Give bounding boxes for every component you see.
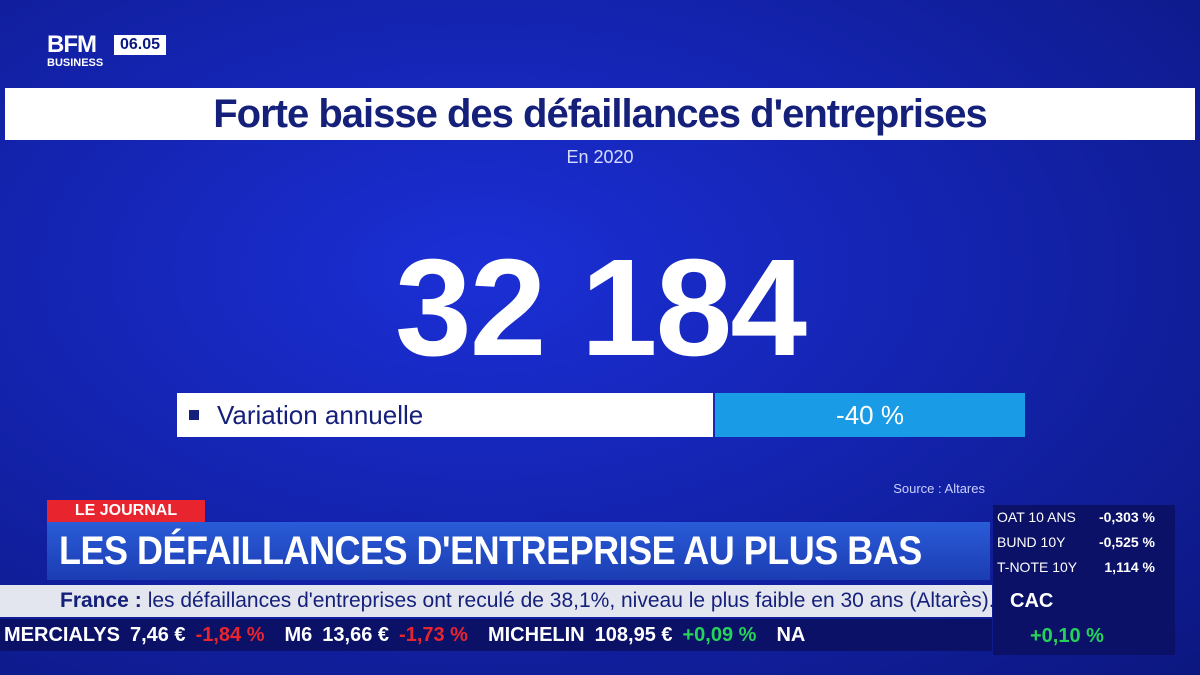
variation-value: -40 % (836, 399, 904, 430)
stock-name: NA (776, 623, 806, 646)
stock-name: M6 (284, 623, 313, 646)
stock: M6 13,66 € -1,73 % (285, 624, 468, 647)
rate-name: BUND 10Y (997, 534, 1066, 550)
source: Source : Altares (893, 481, 985, 496)
stock: MERCIALYS 7,46 € -1,84 % (4, 624, 265, 647)
rate-value: 1,114 % (1104, 559, 1155, 575)
subtitle: En 2020 (566, 147, 634, 167)
stock-price: 13,66 € (322, 623, 390, 646)
bullet (189, 410, 199, 420)
index-change: +0,10 % (1030, 625, 1104, 647)
logo-sub: BUSINESS (47, 57, 104, 69)
stock-change: -1,84 % (195, 623, 265, 646)
stock: NA (776, 624, 805, 647)
market-panel: OAT 10 ANS -0,303 % BUND 10Y -0,525 % T-NOTE… (993, 505, 1175, 655)
variation-value-box: -40 % (715, 393, 1025, 437)
clock: 06.05 (114, 35, 167, 55)
variation-label: Variation annuelle (217, 399, 424, 430)
news-text: les défaillances d'entreprises ont recul… (147, 589, 992, 612)
variation-label-box: Variation annuelle (177, 393, 713, 437)
index-name: CAC (1010, 590, 1054, 612)
stock: MICHELIN 108,95 € +0,09 % (488, 624, 756, 647)
rate-row: OAT 10 ANS -0,303 % (997, 509, 1167, 525)
rate-name: OAT 10 ANS (997, 509, 1076, 525)
stock-change: -1,73 % (399, 623, 468, 646)
stock-price: 7,46 € (129, 623, 186, 646)
banner: LES DÉFAILLANCES D'ENTREPRISE AU PLUS BA… (47, 522, 990, 580)
news-lead: France : (60, 589, 142, 612)
key-figure: 32 184 (394, 231, 807, 385)
stock-name: MICHELIN (487, 623, 585, 646)
logo-brand: BFM (47, 31, 97, 58)
stock-price: 108,95 € (594, 623, 673, 646)
rate-value: -0,525 % (1098, 534, 1155, 550)
stock-change: +0,09 % (682, 623, 757, 646)
stock-ticker: MERCIALYS 7,46 € -1,84 % M6 13,66 € -1,73 % MI… (0, 619, 992, 651)
stock-name: MERCIALYS (4, 623, 120, 646)
rate-row: T-NOTE 10Y 1,114 % (997, 559, 1167, 575)
show-tag: LE JOURNAL (47, 500, 205, 522)
news-ticker: France : les défaillances d'entreprises … (0, 585, 992, 617)
title: Forte baisse des défaillances d'entrepri… (213, 91, 988, 136)
rate-row: BUND 10Y -0,525 % (997, 534, 1167, 550)
rate-name: T-NOTE 10Y (997, 559, 1078, 575)
title-bar: Forte baisse des défaillances d'entrepri… (5, 88, 1195, 140)
banner-title: LES DÉFAILLANCES D'ENTREPRISE AU PLUS BA… (59, 527, 922, 573)
rate-value: -0,303 % (1098, 509, 1155, 525)
